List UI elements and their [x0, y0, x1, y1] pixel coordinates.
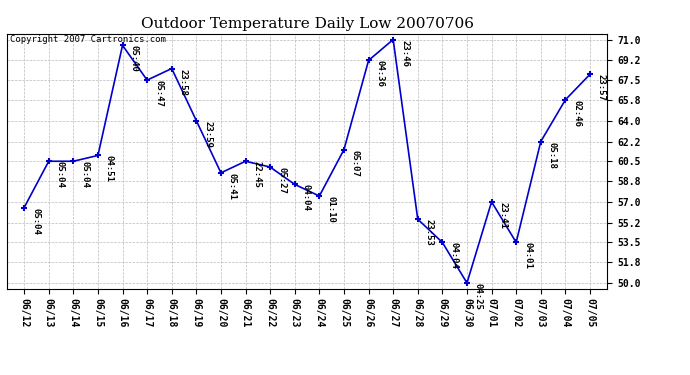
Text: 04:36: 04:36: [375, 60, 384, 87]
Text: 01:10: 01:10: [326, 196, 335, 223]
Text: 02:46: 02:46: [572, 100, 581, 127]
Text: 05:47: 05:47: [154, 80, 163, 107]
Text: 23:59: 23:59: [204, 121, 213, 147]
Title: Outdoor Temperature Daily Low 20070706: Outdoor Temperature Daily Low 20070706: [141, 17, 473, 31]
Text: 23:46: 23:46: [400, 39, 409, 66]
Text: 05:18: 05:18: [548, 141, 557, 168]
Text: Copyright 2007 Cartronics.com: Copyright 2007 Cartronics.com: [10, 35, 166, 44]
Text: 23:58: 23:58: [179, 69, 188, 95]
Text: 04:25: 04:25: [474, 283, 483, 310]
Text: 04:04: 04:04: [302, 184, 310, 211]
Text: 05:04: 05:04: [31, 208, 40, 234]
Text: 05:04: 05:04: [56, 161, 65, 188]
Text: 23:53: 23:53: [425, 219, 434, 246]
Text: 05:07: 05:07: [351, 150, 360, 177]
Text: 05:41: 05:41: [228, 173, 237, 200]
Text: 05:27: 05:27: [277, 167, 286, 194]
Text: 23:57: 23:57: [597, 74, 606, 101]
Text: 22:45: 22:45: [253, 161, 262, 188]
Text: 05:04: 05:04: [80, 161, 89, 188]
Text: 23:41: 23:41: [498, 202, 508, 229]
Text: 05:40: 05:40: [130, 45, 139, 72]
Text: 04:01: 04:01: [523, 242, 532, 269]
Text: 04:04: 04:04: [449, 242, 458, 269]
Text: 04:51: 04:51: [105, 156, 114, 182]
